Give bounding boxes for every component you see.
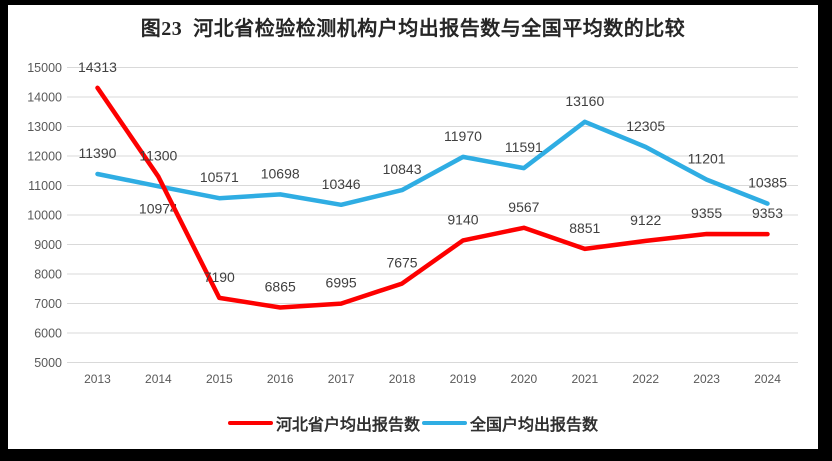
legend-label-national: 全国户均出报告数 <box>470 417 599 434</box>
hebei-series-line <box>95 85 770 310</box>
data-label: 10385 <box>748 175 787 191</box>
x-axis-tick-label: 2019 <box>450 372 477 386</box>
chart-frame: 图23 河北省检验检测机构户均出报告数与全国平均数的比较 5000 6000 700… <box>8 5 818 449</box>
data-label: 10843 <box>383 161 422 177</box>
y-axis-tick-label: 10000 <box>27 209 62 223</box>
data-label: 12305 <box>626 118 665 134</box>
data-label: 6865 <box>265 278 296 294</box>
national-series-line <box>95 119 770 208</box>
x-axis-tick-label: 2022 <box>632 372 659 386</box>
y-axis-tick-label: 12000 <box>27 150 62 164</box>
x-axis-tick-label: 2017 <box>328 372 355 386</box>
y-axis-tick-label: 7000 <box>34 297 62 311</box>
legend-item-national: 全国户均出报告数 <box>422 411 598 435</box>
data-label: 11970 <box>444 128 482 144</box>
data-label: 7190 <box>204 269 235 285</box>
data-label: 6995 <box>326 275 357 291</box>
chart-title: 图23 河北省检验检测机构户均出报告数与全国平均数的比较 <box>140 18 686 40</box>
x-axis-tick-label: 2024 <box>754 372 781 386</box>
data-label: 9353 <box>752 205 783 221</box>
x-axis-tick-label: 2014 <box>145 372 172 386</box>
x-axis-tick-label: 2023 <box>693 372 720 386</box>
y-axis-tick-label: 11000 <box>28 179 62 193</box>
data-label: 8851 <box>569 220 600 236</box>
hebei-series-swatch <box>227 420 273 426</box>
x-axis-tick-label: 2021 <box>571 372 598 386</box>
data-label: 10974 <box>139 200 178 216</box>
line-chart-plot-area: 5000 6000 7000 8000 9000 10000 11000 12000 13000… <box>27 59 798 386</box>
legend: 河北省户均出报告数 全国户均出报告数 <box>8 411 818 435</box>
data-label: 9567 <box>508 199 539 215</box>
data-label: 9355 <box>691 205 722 221</box>
y-axis-tick-label: 5000 <box>34 356 62 370</box>
y-axis-tick-label: 15000 <box>27 61 62 75</box>
data-label: 10571 <box>200 169 239 185</box>
data-label: 9140 <box>447 211 478 227</box>
x-axis-tick-label: 2015 <box>206 372 233 386</box>
data-label: 11201 <box>688 151 726 167</box>
legend-label-hebei: 河北省户均出报告数 <box>275 417 420 434</box>
data-label: 11390 <box>79 145 117 161</box>
data-label: 14313 <box>78 59 117 75</box>
national-series-swatch <box>422 420 467 426</box>
x-axis-tick-label: 2020 <box>511 372 538 386</box>
y-axis-tick-label: 6000 <box>34 327 62 341</box>
data-label: 11591 <box>505 139 543 155</box>
y-axis-tick-label: 14000 <box>27 91 62 105</box>
x-axis-tick-label: 2018 <box>389 372 416 386</box>
data-label: 10346 <box>322 176 361 192</box>
legend-item-hebei: 河北省户均出报告数 <box>227 411 420 435</box>
data-label: 9122 <box>630 212 661 228</box>
y-axis-tick-label: 8000 <box>34 268 62 282</box>
x-axis-tick-label: 2013 <box>84 372 111 386</box>
y-axis-tick-label: 13000 <box>27 120 62 134</box>
data-label: 10698 <box>261 165 300 181</box>
data-label: 13160 <box>565 93 604 109</box>
x-axis-tick-label: 2016 <box>267 372 294 386</box>
data-label: 11300 <box>139 148 177 164</box>
y-axis-tick-label: 9000 <box>34 238 62 252</box>
data-label: 7675 <box>386 255 417 271</box>
